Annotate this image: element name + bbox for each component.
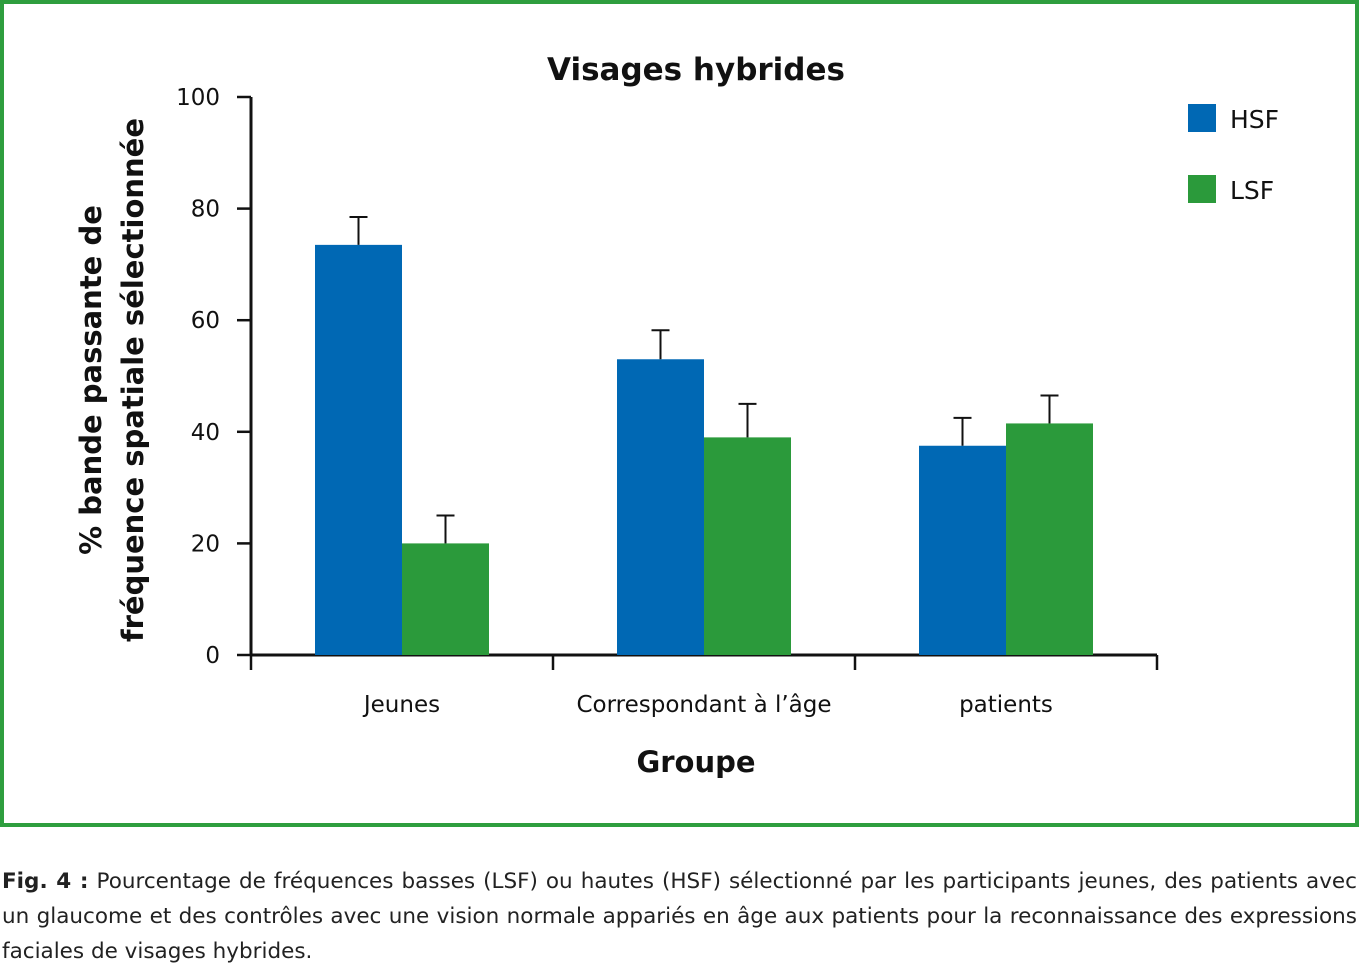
axes: 0 20 40 60 80 100 Jeunes Correspondant à l’âge p… bbox=[176, 85, 1159, 718]
bar-chart: Visages hybrides % bande passante de fré… bbox=[0, 0, 1359, 827]
y-tick-label: 80 bbox=[191, 197, 220, 223]
bar-lsf bbox=[402, 543, 489, 655]
y-axis-label: % bande passante de fréquence spatiale s… bbox=[74, 118, 150, 642]
caption-label: Fig. 4 : bbox=[2, 869, 89, 894]
legend: HSF LSF bbox=[1188, 104, 1279, 205]
x-tick-label: patients bbox=[959, 692, 1053, 718]
legend-label-lsf: LSF bbox=[1230, 176, 1274, 205]
caption-text: Pourcentage de fréquences basses (LSF) o… bbox=[2, 869, 1357, 964]
chart-border bbox=[0, 0, 1359, 827]
bar-hsf bbox=[617, 359, 704, 655]
bar-lsf bbox=[1006, 423, 1093, 655]
y-tick-label: 0 bbox=[205, 643, 220, 669]
legend-swatch-hsf bbox=[1188, 104, 1216, 132]
bars bbox=[315, 215, 1093, 655]
bar-hsf bbox=[919, 445, 1006, 655]
legend-label-hsf: HSF bbox=[1230, 105, 1279, 134]
bar-hsf bbox=[315, 244, 402, 655]
bar-lsf bbox=[704, 437, 791, 655]
y-tick-label: 60 bbox=[191, 308, 220, 334]
chart-title: Visages hybrides bbox=[547, 52, 845, 88]
y-tick-label: 100 bbox=[176, 85, 220, 111]
y-tick-label: 40 bbox=[191, 420, 220, 446]
y-axis-label-line-2: fréquence spatiale sélectionnée bbox=[116, 118, 150, 642]
x-axis-label: Groupe bbox=[636, 745, 755, 779]
y-axis-label-line-1: % bande passante de bbox=[74, 205, 108, 555]
x-tick-label: Jeunes bbox=[362, 692, 440, 718]
figure-caption: Fig. 4 : Pourcentage de fréquences basse… bbox=[2, 864, 1357, 969]
legend-swatch-lsf bbox=[1188, 175, 1216, 203]
x-tick-label: Correspondant à l’âge bbox=[576, 692, 831, 718]
chart-frame: Visages hybrides % bande passante de fré… bbox=[0, 0, 1359, 827]
y-tick-label: 20 bbox=[191, 531, 220, 557]
